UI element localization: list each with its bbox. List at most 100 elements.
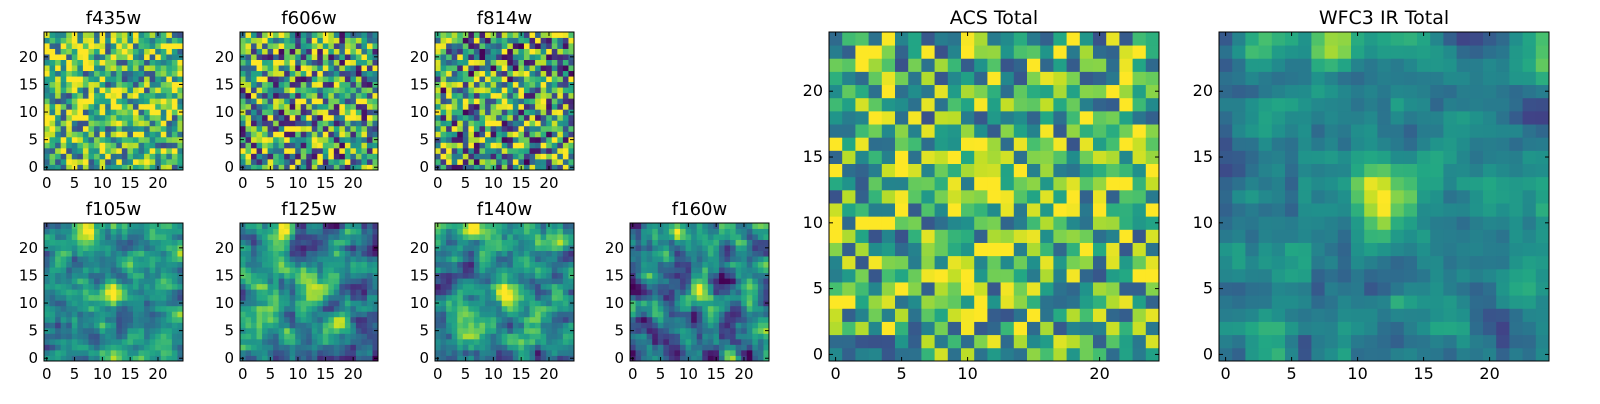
heatmap-cell <box>345 317 351 323</box>
heatmap-cell <box>279 137 285 143</box>
heatmap-cell <box>279 234 285 240</box>
heatmap-cell <box>1119 335 1133 349</box>
heatmap-cell <box>541 300 547 306</box>
heatmap-cell <box>334 43 340 49</box>
heatmap-cell <box>139 339 145 345</box>
heatmap-cell <box>491 126 497 132</box>
heatmap-cell <box>150 131 156 137</box>
heatmap-cell <box>155 159 161 165</box>
heatmap-cell <box>66 109 72 115</box>
heatmap-cell <box>367 98 373 104</box>
heatmap-cell <box>895 150 909 164</box>
heatmap-cell <box>557 60 563 66</box>
heatmap-cell <box>257 87 263 93</box>
heatmap-cell <box>908 322 922 336</box>
heatmap-cell <box>961 150 975 164</box>
heatmap-cell <box>72 339 78 345</box>
heatmap-cell <box>317 32 323 38</box>
heatmap-cell <box>139 245 145 251</box>
heatmap-cell <box>172 273 178 279</box>
heatmap-cell <box>290 153 296 159</box>
heatmap-cell <box>306 98 312 104</box>
heatmap-cell <box>535 311 541 317</box>
heatmap-cell <box>61 234 67 240</box>
heatmap-cell <box>485 284 491 290</box>
heatmap-cell <box>44 311 50 317</box>
heatmap-cell <box>680 333 686 339</box>
heatmap-cell <box>669 289 675 295</box>
heatmap-cell <box>552 245 558 251</box>
heatmap-cell <box>116 328 122 334</box>
heatmap-cell <box>502 344 508 350</box>
heatmap-cell <box>474 54 480 60</box>
heatmap-cell <box>323 339 329 345</box>
heatmap-cell <box>1053 216 1067 230</box>
x-tick-label: 5 <box>70 174 80 192</box>
heatmap-cell <box>747 306 753 312</box>
heatmap-cell <box>257 339 263 345</box>
heatmap-cell <box>719 344 725 350</box>
heatmap-cell <box>658 245 664 251</box>
heatmap-cell <box>491 311 497 317</box>
heatmap-cell <box>485 76 491 82</box>
heatmap-cell <box>1106 282 1120 296</box>
heatmap-cell <box>161 284 167 290</box>
heatmap-cell <box>66 76 72 82</box>
heatmap-cell <box>279 98 285 104</box>
heatmap-cell <box>55 240 61 246</box>
heatmap-cell <box>468 104 474 110</box>
heatmap-cell <box>530 49 536 55</box>
heatmap-cell <box>100 104 106 110</box>
heatmap-cell <box>441 333 447 339</box>
heatmap-cell <box>758 284 764 290</box>
heatmap-cell <box>312 317 318 323</box>
heatmap-cell <box>290 344 296 350</box>
heatmap-cell <box>172 289 178 295</box>
heatmap-cell <box>446 131 452 137</box>
heatmap-cell <box>1001 190 1015 204</box>
heatmap-cell <box>524 137 530 143</box>
heatmap-cell <box>312 153 318 159</box>
heatmap-cell <box>44 120 50 126</box>
heatmap-cell <box>133 256 139 262</box>
heatmap-cell <box>652 245 658 251</box>
heatmap-cell <box>122 120 128 126</box>
heatmap-cell <box>61 159 67 165</box>
heatmap-cell <box>1080 256 1094 270</box>
heatmap-cell <box>1146 203 1160 217</box>
heatmap-cell <box>317 71 323 77</box>
heatmap-cell <box>122 65 128 71</box>
heatmap-cell <box>301 273 307 279</box>
heatmap-cell <box>552 339 558 345</box>
heatmap-cell <box>563 273 569 279</box>
heatmap-cell <box>452 223 458 229</box>
heatmap-cell <box>463 65 469 71</box>
heatmap-cell <box>122 311 128 317</box>
heatmap-cell <box>1040 308 1054 322</box>
heatmap-cell <box>127 284 133 290</box>
heatmap-cell <box>502 65 508 71</box>
heatmap-cell <box>257 322 263 328</box>
heatmap-cell <box>647 311 653 317</box>
heatmap-cell <box>77 311 83 317</box>
heatmap-cell <box>468 49 474 55</box>
heatmap-cell <box>72 284 78 290</box>
heatmap-cell <box>719 273 725 279</box>
heatmap-cell <box>284 49 290 55</box>
heatmap-cell <box>361 322 367 328</box>
heatmap-cell <box>155 339 161 345</box>
heatmap-cell <box>441 328 447 334</box>
heatmap-cell <box>663 229 669 235</box>
heatmap-cell <box>72 93 78 99</box>
heatmap-cell <box>708 328 714 334</box>
heatmap-cell <box>251 251 257 257</box>
heatmap-cell <box>530 273 536 279</box>
heatmap-cell <box>441 344 447 350</box>
heatmap-cell <box>367 333 373 339</box>
heatmap-cell <box>1146 177 1160 191</box>
heatmap-cell <box>697 339 703 345</box>
heatmap-cell <box>61 306 67 312</box>
heatmap-cell <box>61 115 67 121</box>
heatmap-cell <box>441 339 447 345</box>
heatmap-cell <box>328 284 334 290</box>
